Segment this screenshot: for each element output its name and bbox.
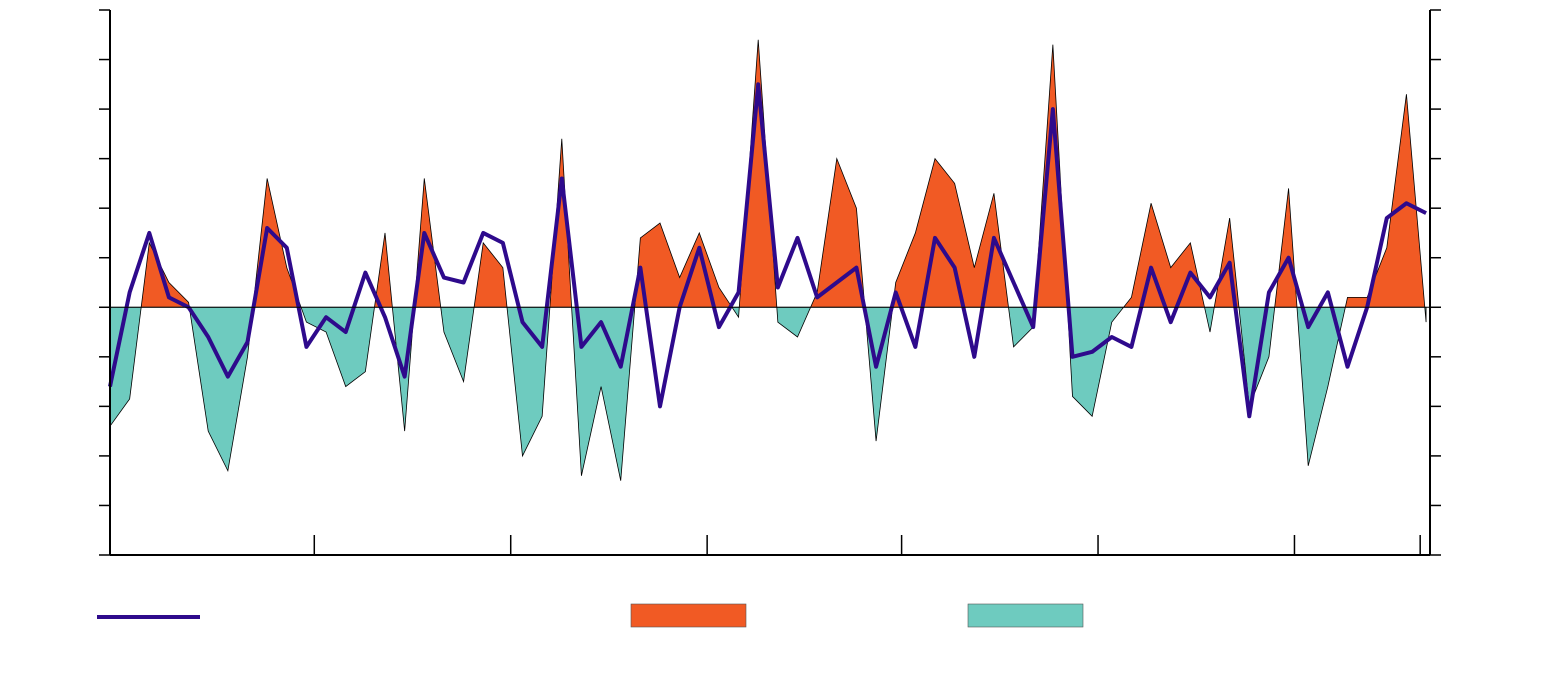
area (109, 39, 1427, 481)
legend-swatch-positive (630, 603, 747, 628)
legend-swatch-negative (967, 603, 1084, 628)
line (108, 82, 1427, 419)
legend (97, 603, 1084, 628)
